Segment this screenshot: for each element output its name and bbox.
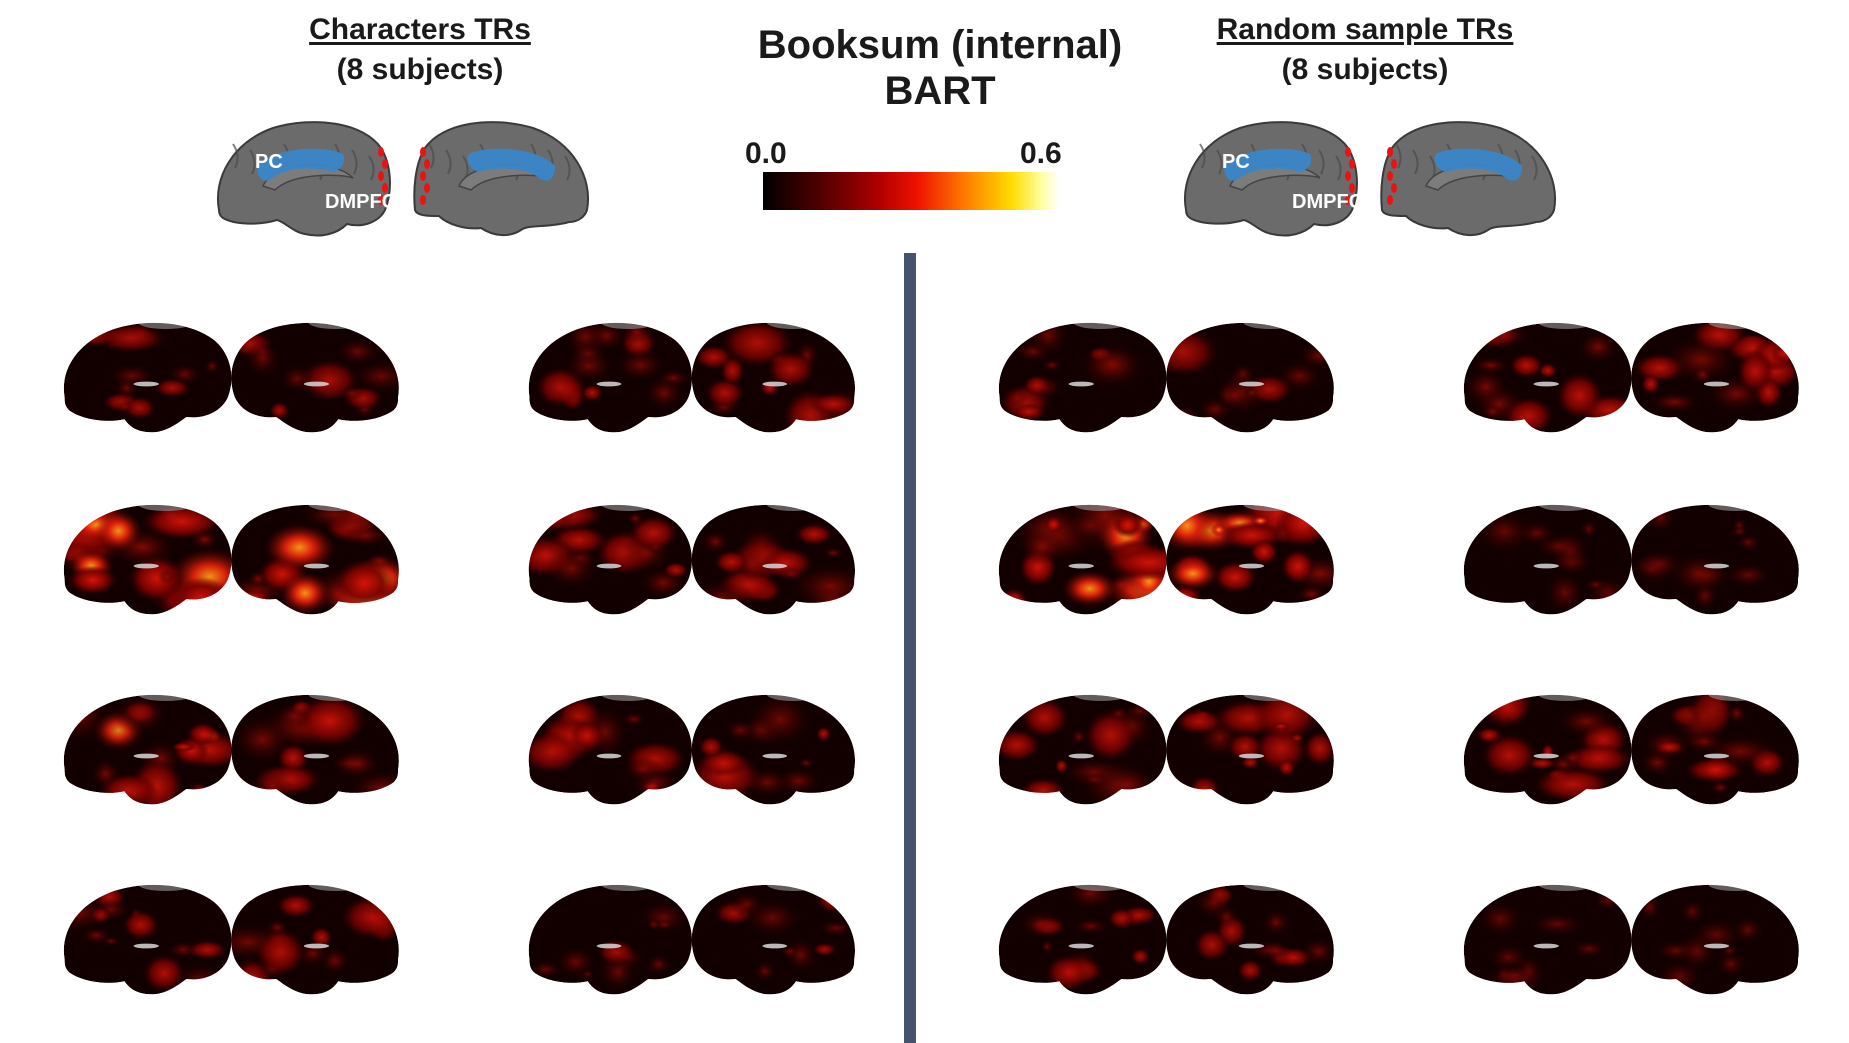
roi-region bbox=[257, 148, 345, 181]
right-panel-subtitle: (8 subjects) bbox=[1281, 53, 1449, 86]
right-hemisphere bbox=[691, 884, 856, 995]
roi-edge-spot bbox=[1391, 159, 1397, 169]
left-hemisphere bbox=[63, 884, 232, 995]
left-panel-title: Characters TRs (8 subjects) bbox=[260, 10, 580, 90]
left-hemisphere bbox=[1463, 884, 1632, 995]
main-title: Booksum (internal) BART bbox=[700, 22, 1180, 114]
left-hemisphere bbox=[528, 322, 693, 433]
subject-brain bbox=[998, 504, 1334, 615]
left-hemisphere bbox=[1463, 322, 1632, 433]
right-panel-title-text: Random sample TRs bbox=[1216, 13, 1514, 46]
subject-brain bbox=[998, 694, 1334, 805]
roi-region bbox=[467, 148, 555, 181]
roi-edge-spot bbox=[378, 195, 384, 205]
roi-edge-spot bbox=[378, 171, 384, 181]
subject-brain bbox=[528, 322, 856, 433]
pc-label: PC bbox=[1222, 151, 1250, 173]
roi-edge-spot bbox=[1387, 195, 1393, 205]
left-hemisphere bbox=[63, 504, 232, 615]
dmpfc-label: DMPFC bbox=[1292, 191, 1363, 213]
medial-roi-view: PC DMPFC bbox=[217, 121, 589, 237]
roi-edge-spot bbox=[424, 183, 430, 193]
right-hemisphere bbox=[1631, 694, 1799, 805]
roi-edge-spot bbox=[1349, 183, 1355, 193]
subject-brain bbox=[1463, 504, 1799, 615]
roi-edge-spot bbox=[420, 147, 426, 157]
pc-label: PC bbox=[255, 151, 283, 173]
subject-brain bbox=[528, 504, 856, 615]
roi-region bbox=[1224, 148, 1312, 181]
roi-edge-spot bbox=[1349, 159, 1355, 169]
right-hemisphere bbox=[231, 884, 399, 995]
panel-divider bbox=[904, 253, 916, 1043]
roi-edge-spot bbox=[378, 147, 384, 157]
subject-brain bbox=[998, 322, 1334, 433]
medial-left-hemisphere bbox=[217, 121, 391, 237]
subject-brain-grid bbox=[63, 322, 1799, 995]
main-title-line1: Booksum (internal) bbox=[757, 23, 1123, 67]
right-hemisphere bbox=[691, 694, 856, 805]
roi-edge-spot bbox=[382, 159, 388, 169]
medial-left-hemisphere bbox=[1184, 121, 1358, 237]
left-hemisphere bbox=[998, 504, 1167, 615]
roi-edge-spot bbox=[1345, 171, 1351, 181]
medial-right-hemisphere bbox=[413, 121, 589, 236]
right-hemisphere bbox=[1631, 322, 1799, 433]
right-hemisphere bbox=[1631, 504, 1799, 615]
roi-edge-spot bbox=[1387, 171, 1393, 181]
right-hemisphere bbox=[1166, 322, 1334, 433]
roi-edge-spot bbox=[424, 159, 430, 169]
right-hemisphere bbox=[1166, 694, 1334, 805]
roi-edge-spot bbox=[382, 183, 388, 193]
subject-brain bbox=[528, 884, 856, 995]
left-hemisphere bbox=[63, 322, 232, 433]
left-hemisphere bbox=[1463, 504, 1632, 615]
right-panel-title: Random sample TRs (8 subjects) bbox=[1195, 10, 1535, 90]
roi-edge-spot bbox=[1345, 147, 1351, 157]
roi-edge-spot bbox=[1345, 195, 1351, 205]
roi-edge-spot bbox=[1391, 183, 1397, 193]
subject-brain bbox=[528, 694, 856, 805]
subject-brain bbox=[63, 322, 399, 433]
right-hemisphere bbox=[691, 322, 856, 433]
left-hemisphere bbox=[63, 694, 232, 805]
left-hemisphere bbox=[1463, 694, 1632, 805]
dmpfc-label: DMPFC bbox=[325, 191, 396, 213]
right-hemisphere bbox=[1631, 884, 1799, 995]
subject-brain bbox=[63, 504, 399, 615]
left-hemisphere bbox=[998, 322, 1167, 433]
left-hemisphere bbox=[998, 694, 1167, 805]
roi-edge-spot bbox=[420, 171, 426, 181]
right-hemisphere bbox=[1166, 504, 1334, 615]
medial-roi-view: PC DMPFC bbox=[1184, 121, 1556, 237]
colorbar-min-label: 0.0 bbox=[745, 137, 787, 170]
left-hemisphere bbox=[528, 694, 693, 805]
colorbar-max-label: 0.6 bbox=[1020, 137, 1062, 170]
left-hemisphere bbox=[528, 504, 693, 615]
right-hemisphere bbox=[231, 322, 399, 433]
right-hemisphere bbox=[231, 694, 399, 805]
subject-brain bbox=[63, 694, 399, 805]
right-hemisphere bbox=[691, 504, 856, 615]
left-hemisphere bbox=[998, 884, 1167, 995]
main-title-line2: BART bbox=[884, 69, 996, 113]
roi-edge-spot bbox=[420, 195, 426, 205]
subject-brain bbox=[1463, 884, 1799, 995]
subject-brain bbox=[1463, 322, 1799, 433]
medial-roi-views: PC DMPFC PC DMPFC bbox=[217, 121, 1556, 237]
roi-region bbox=[1434, 148, 1522, 181]
subject-brain bbox=[63, 884, 399, 995]
right-hemisphere bbox=[1166, 884, 1334, 995]
subject-brain bbox=[1463, 694, 1799, 805]
left-panel-subtitle: (8 subjects) bbox=[336, 53, 504, 86]
colorbar bbox=[763, 172, 1059, 210]
roi-edge-spot bbox=[1387, 147, 1393, 157]
left-hemisphere bbox=[528, 884, 693, 995]
subject-brain bbox=[998, 884, 1334, 995]
left-panel-title-text: Characters TRs bbox=[309, 13, 531, 46]
medial-right-hemisphere bbox=[1380, 121, 1556, 236]
right-hemisphere bbox=[231, 504, 399, 615]
